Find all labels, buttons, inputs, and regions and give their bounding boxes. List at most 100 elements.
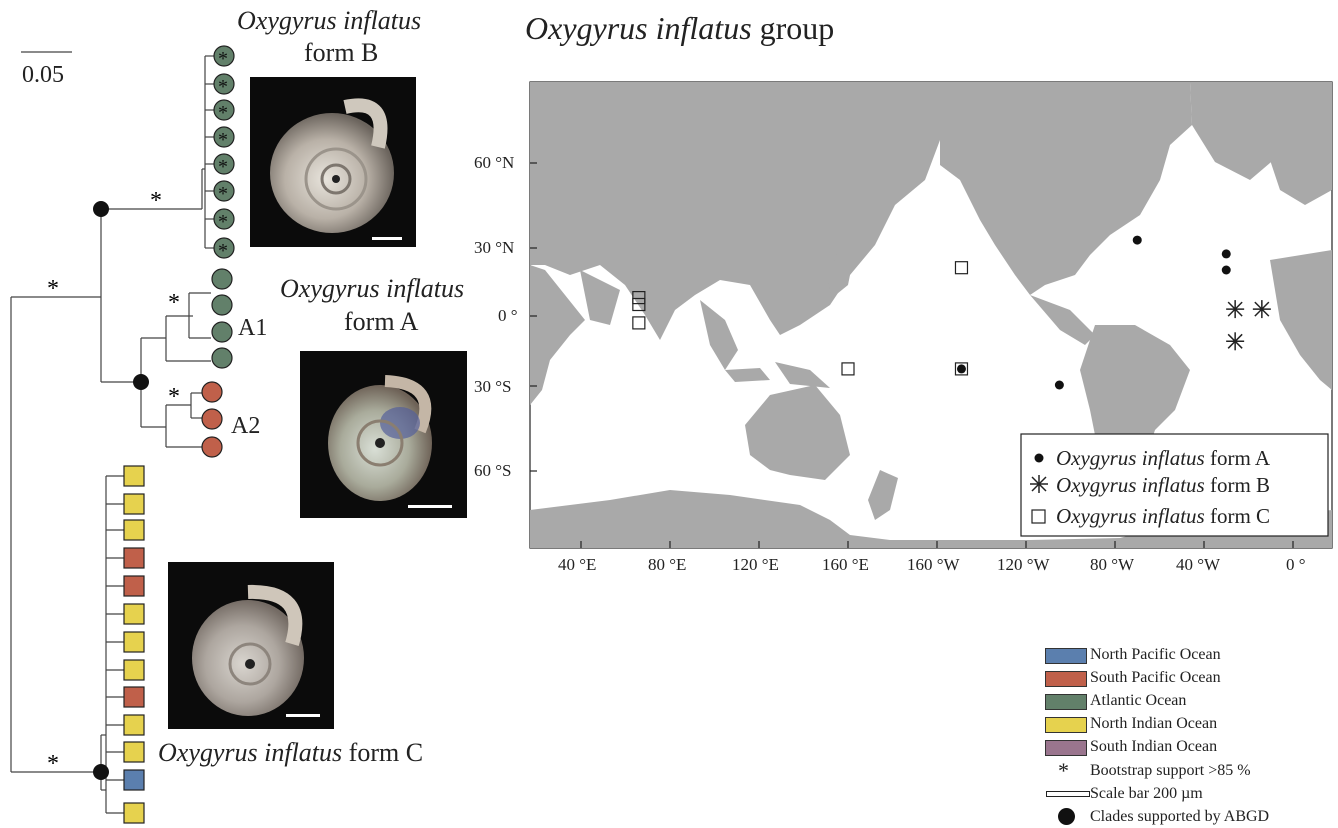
lat-label-60S: 60 °S bbox=[474, 461, 512, 480]
key-color-swatch bbox=[1045, 648, 1087, 664]
bootstrap-star: * bbox=[168, 290, 180, 316]
record-form-c bbox=[632, 291, 646, 305]
tip-form-c bbox=[123, 465, 145, 487]
form-b-species-label: Oxygyrus inflatus bbox=[237, 6, 422, 35]
map-title: Oxygyrus inflatus group bbox=[525, 10, 834, 47]
landmasses bbox=[530, 82, 1332, 548]
tip-form-b bbox=[213, 237, 235, 259]
key-color-row: North Indian Ocean bbox=[1044, 715, 1334, 735]
key-color-swatch bbox=[1045, 671, 1087, 687]
bootstrap-star: * bbox=[168, 384, 180, 410]
record-form-c bbox=[841, 362, 855, 376]
record-form-c bbox=[954, 261, 969, 275]
abgd-node-dot bbox=[93, 764, 109, 780]
key-color-label: North Pacific Ocean bbox=[1090, 646, 1221, 663]
tip-a1 bbox=[211, 294, 233, 316]
key-color-row: South Pacific Ocean bbox=[1044, 669, 1334, 689]
lat-label-30N: 30 °N bbox=[474, 238, 514, 257]
map-title-species: Oxygyrus inflatus bbox=[525, 10, 752, 46]
shell-photo-form-b bbox=[250, 77, 416, 247]
tip-form-c bbox=[123, 603, 145, 625]
tip-form-b bbox=[213, 45, 235, 67]
legend-form-c: Oxygyrus inflatus form C bbox=[1056, 504, 1270, 528]
tip-form-c bbox=[123, 493, 145, 515]
lon-label-40W: 40 °W bbox=[1176, 555, 1221, 574]
key-bootstrap-mark: * bbox=[1058, 758, 1069, 783]
tip-a2 bbox=[201, 381, 223, 403]
lon-label-40E: 40 °E bbox=[558, 555, 596, 574]
tip-bootstrap-star: * bbox=[218, 48, 228, 70]
occurrence-records bbox=[632, 235, 1271, 390]
tip-a1 bbox=[211, 347, 233, 369]
lon-label-120E: 120 °E bbox=[732, 555, 779, 574]
tip-form-c bbox=[123, 802, 145, 824]
tip-form-c bbox=[123, 686, 145, 708]
map-title-suffix: group bbox=[759, 10, 835, 46]
legend-form-b: Oxygyrus inflatus form B bbox=[1056, 473, 1270, 497]
tip-bootstrap-star: * bbox=[218, 129, 228, 151]
tip-form-b bbox=[213, 208, 235, 230]
key-color-label: Atlantic Ocean bbox=[1090, 692, 1187, 709]
abgd-node-dot bbox=[93, 201, 109, 217]
distribution-map: 60 °N 30 °N 0 ° 30 °S 60 °S 40 °E 80 °E … bbox=[474, 81, 1333, 574]
record-form-a bbox=[1221, 249, 1231, 259]
key-color-swatch bbox=[1045, 694, 1087, 710]
tip-bootstrap-star: * bbox=[218, 156, 228, 178]
record-form-b bbox=[1226, 332, 1245, 351]
tree-scale-label: 0.05 bbox=[22, 62, 64, 88]
record-form-a bbox=[1132, 235, 1142, 245]
tip-bootstrap-star: * bbox=[218, 240, 228, 262]
clade-label-a2: A2 bbox=[231, 413, 260, 439]
tip-form-c bbox=[123, 769, 145, 791]
tip-form-b bbox=[213, 99, 235, 121]
lon-label-160E: 160 °E bbox=[822, 555, 869, 574]
clade-label-a1: A1 bbox=[238, 315, 267, 341]
map-legend-box bbox=[1020, 433, 1329, 537]
tip-a1 bbox=[211, 321, 233, 343]
abgd-dot-icon bbox=[1058, 808, 1075, 825]
tip-form-c bbox=[123, 714, 145, 736]
bootstrap-star: * bbox=[150, 188, 162, 214]
shell-photo-form-a bbox=[300, 351, 467, 518]
key-color-label: South Indian Ocean bbox=[1090, 738, 1218, 755]
legend-form-a: Oxygyrus inflatus form A bbox=[1056, 446, 1271, 470]
tip-form-c bbox=[123, 547, 145, 569]
record-form-b bbox=[1226, 300, 1245, 319]
lat-label-60N: 60 °N bbox=[474, 153, 514, 172]
legend-star-symbol bbox=[1030, 475, 1048, 493]
tip-bootstrap-star: * bbox=[218, 76, 228, 98]
tip-form-c bbox=[123, 741, 145, 763]
tip-a2 bbox=[201, 436, 223, 458]
tip-form-b bbox=[213, 126, 235, 148]
record-form-a bbox=[1221, 265, 1231, 275]
record-form-a bbox=[956, 364, 966, 374]
lon-label-160W: 160 °W bbox=[907, 555, 961, 574]
lon-label-0: 0 ° bbox=[1286, 555, 1306, 574]
record-form-c bbox=[632, 297, 646, 312]
tip-form-b bbox=[213, 180, 235, 202]
key-color-label: South Pacific Ocean bbox=[1090, 669, 1221, 686]
lon-label-80W: 80 °W bbox=[1090, 555, 1135, 574]
key-color-swatch bbox=[1045, 740, 1087, 756]
tip-bootstrap-star: * bbox=[218, 183, 228, 205]
record-form-c bbox=[954, 362, 969, 376]
tip-form-b bbox=[213, 73, 235, 95]
form-a-form-label: form A bbox=[344, 307, 419, 336]
key-symbol-abgd: Clades supported by ABGD bbox=[1044, 806, 1334, 828]
shell-photo-form-c bbox=[168, 562, 334, 729]
tip-form-c bbox=[123, 519, 145, 541]
key-color-label: North Indian Ocean bbox=[1090, 715, 1218, 732]
tip-form-c bbox=[123, 659, 145, 681]
bootstrap-star: * bbox=[47, 751, 59, 777]
scale-bar-icon bbox=[1046, 791, 1090, 797]
form-b-form-label: form B bbox=[304, 38, 379, 67]
key-scale-label: Scale bar 200 µm bbox=[1090, 785, 1203, 802]
bootstrap-star: * bbox=[47, 276, 59, 302]
record-form-c bbox=[632, 316, 646, 330]
key-symbol-bootstrap: * Bootstrap support >85 % bbox=[1044, 758, 1334, 783]
form-c-label: Oxygyrus inflatus form C bbox=[158, 738, 423, 768]
tip-bootstrap-star: * bbox=[218, 211, 228, 233]
lon-label-80E: 80 °E bbox=[648, 555, 686, 574]
tip-a1 bbox=[211, 268, 233, 290]
key-abgd-label: Clades supported by ABGD bbox=[1090, 808, 1270, 825]
